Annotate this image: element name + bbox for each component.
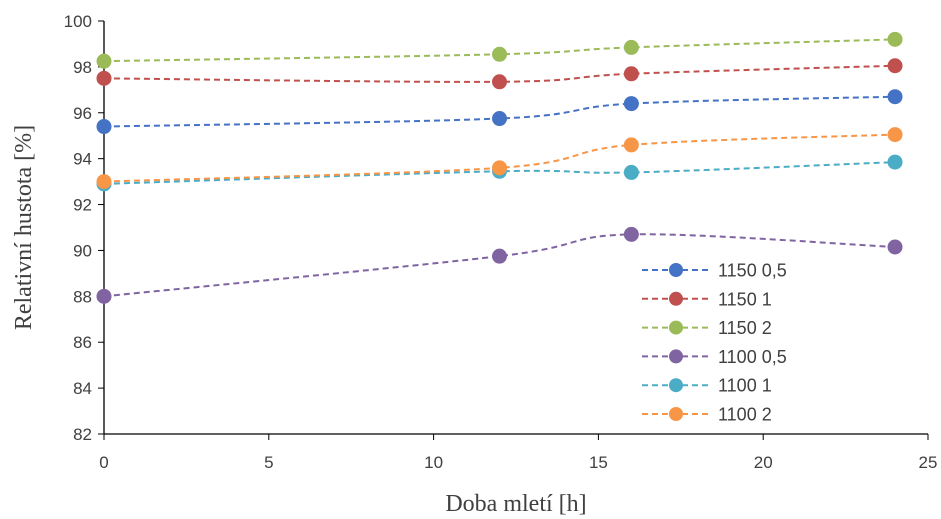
legend-label: 1150 0,5	[718, 261, 787, 281]
data-point	[887, 89, 903, 105]
data-point	[887, 58, 903, 74]
legend-label: 1100 1	[718, 376, 772, 396]
data-point	[623, 66, 639, 82]
x-tick-label: 0	[99, 453, 108, 472]
data-point	[96, 70, 112, 86]
data-point	[623, 96, 639, 112]
data-point	[492, 111, 508, 127]
legend-item: 1150 1	[642, 289, 772, 309]
data-point	[623, 164, 639, 180]
legend-marker	[669, 349, 683, 364]
data-point	[96, 119, 112, 135]
plot-area	[103, 21, 928, 435]
y-axis-title: Relativní hustota [%]	[11, 125, 37, 330]
series-1	[96, 89, 903, 135]
data-point	[492, 46, 508, 62]
legend-marker	[669, 263, 683, 277]
x-tick-label: 5	[264, 453, 273, 472]
legend-marker	[669, 407, 683, 421]
series-4	[96, 226, 903, 304]
data-point	[96, 288, 112, 304]
x-axis-title: Doba mletí [h]	[445, 491, 586, 517]
legend-label: 1150 2	[718, 318, 772, 338]
data-point	[96, 53, 112, 69]
series-layer	[96, 31, 903, 304]
x-tick-label: 25	[919, 453, 938, 472]
data-point	[887, 127, 903, 143]
y-axis-ticks: 82 84 86 88 90 92 94 96 98 100	[64, 12, 104, 444]
series-line	[103, 133, 896, 183]
y-tick-label: 96	[73, 104, 92, 123]
data-point	[887, 239, 903, 255]
legend-marker	[669, 291, 683, 306]
y-tick-label: 92	[73, 196, 92, 215]
data-point	[492, 160, 508, 176]
legend-item: 1100 2	[642, 405, 772, 425]
legend-label: 1150 1	[718, 289, 772, 309]
series-line	[103, 64, 896, 83]
series-line	[103, 38, 896, 63]
y-tick-label: 86	[73, 333, 92, 352]
y-tick-label: 88	[73, 287, 92, 306]
legend-marker	[669, 320, 683, 335]
series-3	[96, 31, 903, 69]
data-point	[492, 248, 508, 264]
y-tick-label: 100	[64, 12, 92, 31]
legend-marker	[669, 378, 683, 393]
data-point	[623, 39, 639, 55]
series-2	[96, 58, 903, 90]
series-line	[103, 233, 896, 298]
legend-item: 1100 1	[642, 376, 772, 396]
series-line	[103, 161, 896, 185]
legend-label: 1100 0,5	[718, 347, 787, 367]
y-tick-label: 98	[73, 58, 92, 77]
legend-label: 1100 2	[718, 405, 772, 425]
legend-item: 1100 0,5	[642, 347, 787, 367]
x-tick-label: 10	[424, 453, 443, 472]
data-point	[623, 137, 639, 153]
x-tick-label: 20	[754, 453, 773, 472]
legend: 1150 0,5 1150 1 1150 2 1100 0,5 1100 1 1100 2	[642, 261, 787, 425]
x-tick-label: 15	[589, 453, 608, 472]
data-point	[623, 226, 639, 242]
legend-item: 1150 2	[642, 318, 772, 338]
x-axis-ticks: 0 5 10 15 20 25	[99, 434, 937, 472]
series-line	[103, 95, 896, 128]
y-tick-label: 90	[73, 241, 92, 260]
series-6	[96, 127, 903, 190]
data-point	[887, 31, 903, 47]
data-point	[96, 174, 112, 190]
y-tick-label: 82	[73, 425, 92, 444]
y-tick-label: 84	[73, 379, 92, 398]
data-point	[887, 154, 903, 170]
legend-item: 1150 0,5	[642, 261, 787, 281]
data-point	[492, 74, 508, 90]
y-tick-label: 94	[73, 150, 92, 169]
